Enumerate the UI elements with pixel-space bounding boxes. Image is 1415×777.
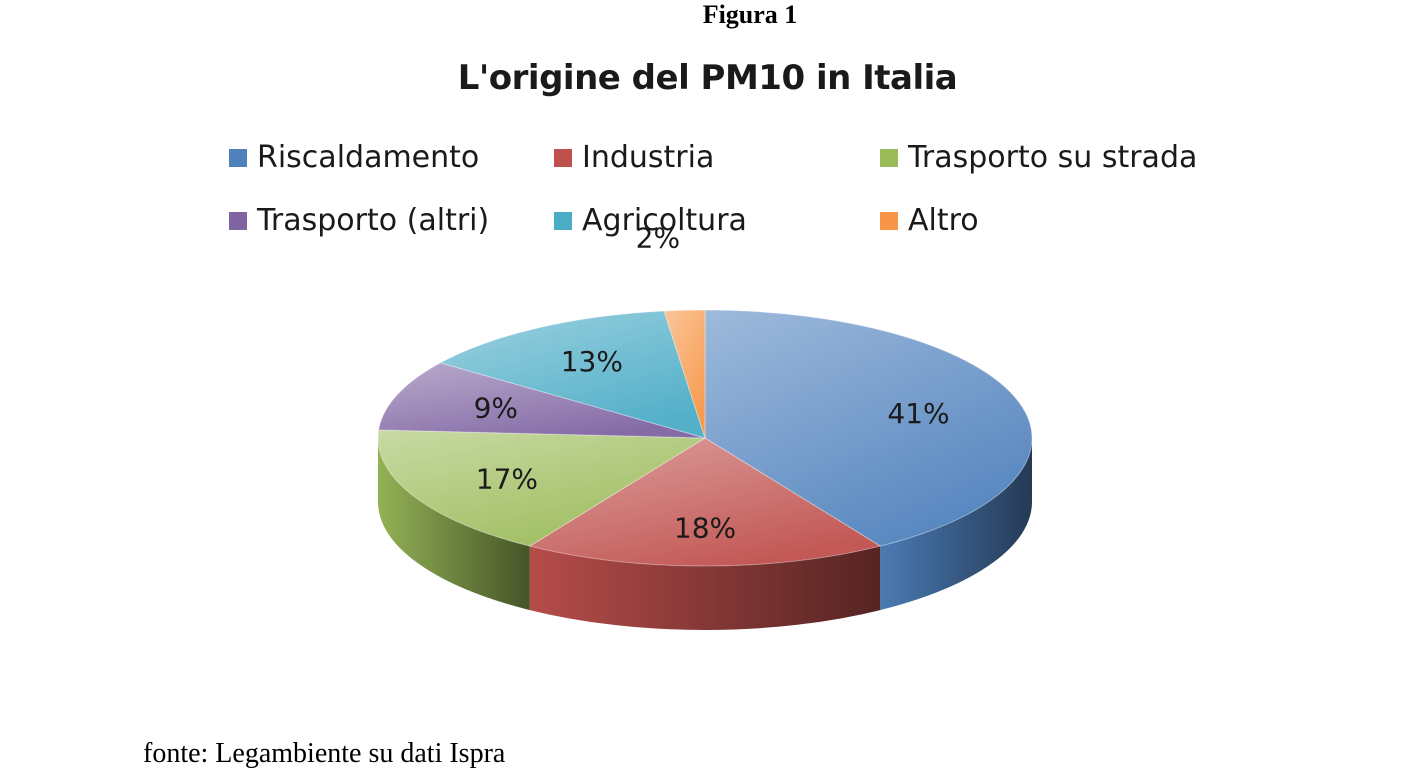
legend-item-trasporto-su-strada: Trasporto su strada	[880, 140, 1197, 175]
pie-data-label: 18%	[674, 512, 736, 545]
pie-slice-industria	[528, 437, 882, 567]
pie-side-industria	[529, 546, 881, 630]
pie-slices	[377, 309, 1033, 567]
legend-label: Trasporto su strada	[908, 140, 1198, 175]
pie-slice-trasporto-su-strada	[377, 429, 707, 547]
legend-item-riscaldamento: Riscaldamento	[229, 140, 479, 175]
pie-labels: 41% 18% 17% 9% 13% 2%	[474, 221, 950, 544]
pie-side-trasporto-su-strada	[378, 438, 530, 611]
chart-legend: Riscaldamento Industria Trasporto su str…	[0, 0, 1415, 260]
legend-swatch	[554, 148, 572, 167]
legend-swatch	[554, 211, 572, 230]
legend-item-industria: Industria	[554, 140, 714, 175]
legend-swatch	[880, 211, 898, 230]
legend-label: Agricoltura	[582, 203, 747, 238]
legend-swatch	[229, 148, 247, 167]
pie-side-riscaldamento	[880, 438, 1032, 611]
figure-caption: Figura 1	[702, 0, 798, 29]
pie-slice-riscaldamento	[704, 309, 1033, 547]
pie-slice-trasporto-altri	[378, 362, 706, 439]
legend-item-agricoltura: Agricoltura	[554, 203, 747, 238]
pie-data-label: 13%	[561, 345, 623, 378]
legend-label: Riscaldamento	[257, 140, 480, 175]
legend-swatch	[229, 211, 247, 230]
legend-item-trasporto-altri: Trasporto (altri)	[229, 203, 489, 238]
legend-label: Industria	[582, 140, 715, 175]
pie-data-label: 41%	[887, 397, 949, 430]
legend-swatch	[880, 148, 898, 167]
legend-item-altro: Altro	[880, 203, 979, 238]
pie-data-label: 17%	[476, 463, 538, 496]
pie-sides	[378, 438, 1032, 630]
legend-label: Trasporto (altri)	[257, 203, 490, 238]
source-note: fonte: Legambiente su dati Ispra	[143, 738, 506, 769]
legend-label: Altro	[908, 203, 979, 238]
pie-slice-agricoltura	[439, 310, 706, 439]
pie-data-label: 2%	[636, 221, 680, 254]
chart-title: L'origine del PM10 in Italia	[457, 58, 958, 98]
pie-slice-altro	[663, 309, 706, 439]
pie-data-label: 9%	[474, 392, 518, 425]
